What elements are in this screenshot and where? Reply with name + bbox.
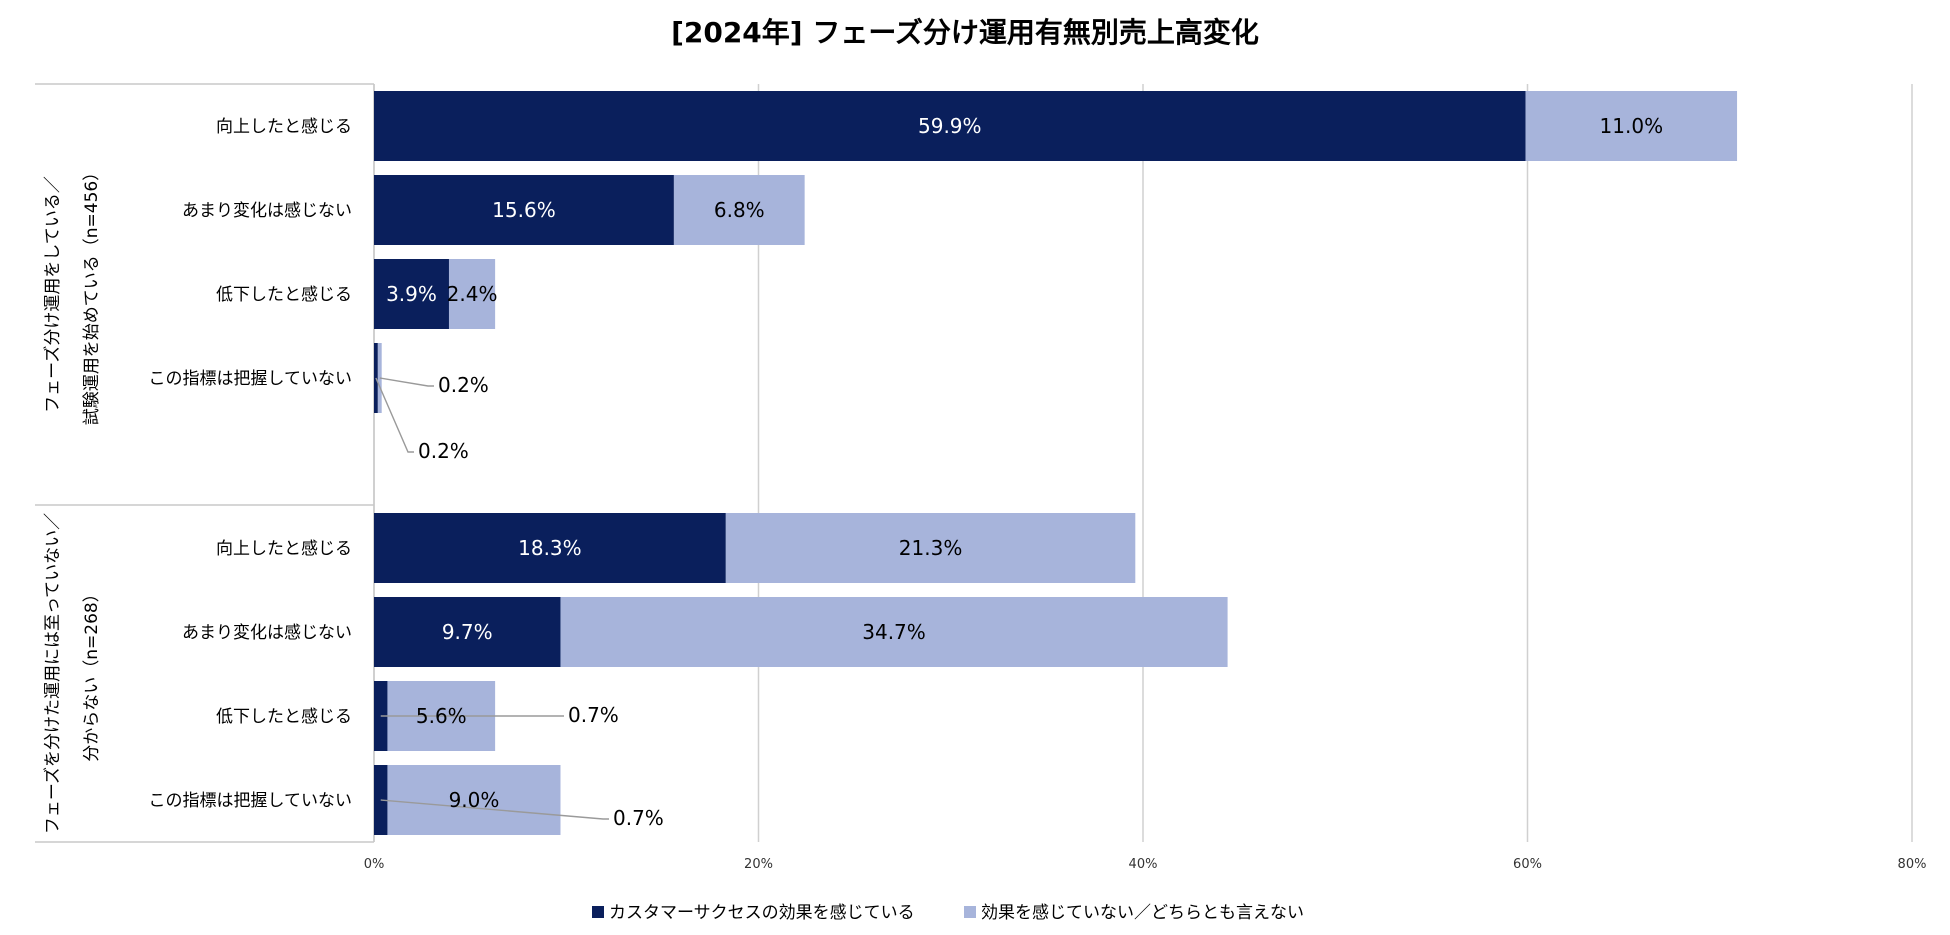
x-tick-label: 60% <box>1513 857 1542 872</box>
legend-label-series-1: カスタマーサクセスの効果を感じている <box>609 903 915 923</box>
x-tick-label: 80% <box>1898 857 1927 872</box>
bar-series-1 <box>374 513 726 583</box>
data-label-series-1: 3.9% <box>386 282 437 306</box>
legend: カスタマーサクセスの効果を感じている 効果を感じていない／どちらとも言えない <box>592 903 1304 923</box>
bar-series-2 <box>560 597 1228 667</box>
category-label: 低下したと感じる <box>216 285 352 305</box>
legend-swatch-series-1 <box>592 906 604 918</box>
bar-series-1 <box>374 259 449 329</box>
category-label: 向上したと感じる <box>216 117 352 137</box>
group-label-line1: フェーズ分け運用をしている／ <box>43 176 63 413</box>
leader-line <box>380 799 609 820</box>
category-label: この指標は把握していない <box>149 791 353 811</box>
bar-series-2 <box>725 513 1136 583</box>
data-label-series-2: 11.0% <box>1600 114 1664 138</box>
group-label-line1: フェーズを分けた運用には至っていない／ <box>43 513 63 834</box>
data-label-series-1: 59.9% <box>918 114 982 138</box>
x-tick-label: 20% <box>744 857 773 872</box>
x-axis-tick-labels: 0% 20% 40% 60% 80% <box>364 857 1927 872</box>
data-label-series-2: 6.8% <box>714 198 765 222</box>
data-label-series-1: 0.7% <box>568 703 619 727</box>
category-label: 向上したと感じる <box>216 539 352 559</box>
data-label-series-2: 5.6% <box>416 704 467 728</box>
leader-line <box>375 377 414 453</box>
bar-series-1 <box>374 597 561 667</box>
bar-series-2 <box>387 765 561 835</box>
group-labels: フェーズ分け運用をしている／ 試験運用を始めている（n=456） フェーズを分けた運… <box>43 164 102 834</box>
category-labels: 向上したと感じるあまり変化は感じない低下したと感じるこの指標は把握していない向上… <box>149 117 353 811</box>
bars <box>374 91 1738 835</box>
category-label: あまり変化は感じない <box>182 201 352 221</box>
category-label: あまり変化は感じない <box>182 623 352 643</box>
data-label-series-1: 0.7% <box>613 806 664 830</box>
chart-title: [2024年] フェーズ分け運用有無別売上高変化 <box>671 16 1259 49</box>
data-label-series-2: 34.7% <box>862 620 926 644</box>
data-label-series-2: 0.2% <box>438 373 489 397</box>
legend-swatch-series-2 <box>964 906 976 918</box>
data-label-series-1: 0.2% <box>418 439 469 463</box>
legend-label-series-2: 効果を感じていない／どちらとも言えない <box>981 903 1304 923</box>
data-label-series-1: 18.3% <box>518 536 582 560</box>
data-label-series-2: 9.0% <box>449 788 500 812</box>
value-labels: 59.9% 15.6% 3.9% 0.2% 18.3% 9.7% 0.7% 0.7% 11.0%… <box>375 114 1664 830</box>
data-label-series-1: 9.7% <box>442 620 493 644</box>
group-label-line2: 分からない（n=268） <box>82 585 102 761</box>
group-label-line2: 試験運用を始めている（n=456） <box>82 164 102 425</box>
data-label-series-1: 15.6% <box>492 198 556 222</box>
category-label: 低下したと感じる <box>216 707 352 727</box>
category-label: この指標は把握していない <box>149 369 353 389</box>
leader-line <box>379 377 434 387</box>
bar-series-2 <box>1525 91 1738 161</box>
bar-series-2 <box>448 259 496 329</box>
bar-series-2 <box>673 175 805 245</box>
data-label-series-2: 2.4% <box>447 282 498 306</box>
x-tick-label: 40% <box>1129 857 1158 872</box>
bar-series-1 <box>374 175 674 245</box>
data-label-series-2: 21.3% <box>899 536 963 560</box>
bar-series-1 <box>374 91 1526 161</box>
x-tick-label: 0% <box>364 857 385 872</box>
